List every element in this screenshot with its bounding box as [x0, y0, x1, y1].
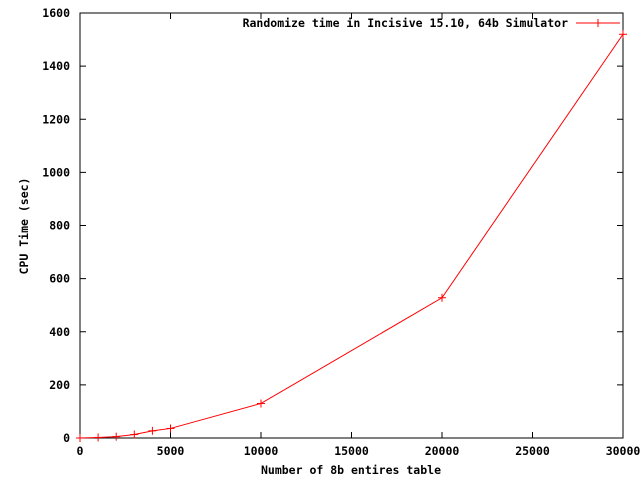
legend-plus-marker	[594, 19, 602, 27]
legend: Randomize time in Incisive 15.10, 64b Si…	[243, 16, 620, 30]
x-tick-label: 0	[77, 444, 84, 458]
legend-marker-icon	[594, 19, 602, 27]
y-tick-label: 200	[49, 378, 70, 392]
data-point-marker	[148, 426, 157, 435]
y-tick-label: 1400	[42, 59, 70, 73]
legend-label: Randomize time in Incisive 15.10, 64b Si…	[243, 16, 568, 30]
data-point-marker	[112, 432, 121, 441]
tick-labels: 0 5000 10000 15000 20000 25000 30000 0 200 400 600…	[42, 6, 640, 458]
series-markers	[76, 30, 627, 442]
x-tick-label: 10000	[244, 444, 279, 458]
data-point-marker	[619, 30, 627, 39]
data-point-marker	[94, 433, 103, 442]
y-tick-label: 1600	[42, 6, 70, 20]
y-tick-label: 800	[49, 219, 70, 233]
data-point-marker	[257, 399, 265, 408]
x-tick-label: 15000	[334, 444, 369, 458]
y-tick-label: 400	[49, 325, 70, 339]
plot-frame	[79, 12, 624, 439]
x-tick-label: 25000	[515, 444, 550, 458]
x-axis-label: Number of 8b entires table	[261, 463, 441, 477]
y-tick-label: 0	[63, 431, 70, 445]
series-line	[79, 33, 624, 439]
x-tick-label: 30000	[606, 444, 640, 458]
x-tick-label: 5000	[157, 444, 185, 458]
data-point-marker	[166, 424, 175, 433]
y-tick-label: 600	[49, 272, 70, 286]
y-tick-label: 1000	[42, 165, 70, 179]
x-tick-label: 20000	[425, 444, 460, 458]
y-tick-label: 1200	[42, 112, 70, 126]
y-axis-label: CPU Time (sec)	[17, 178, 31, 275]
data-point-marker	[76, 434, 84, 442]
axis-ticks	[79, 12, 624, 439]
data-point-marker	[130, 430, 139, 439]
data-point-marker	[438, 293, 446, 302]
